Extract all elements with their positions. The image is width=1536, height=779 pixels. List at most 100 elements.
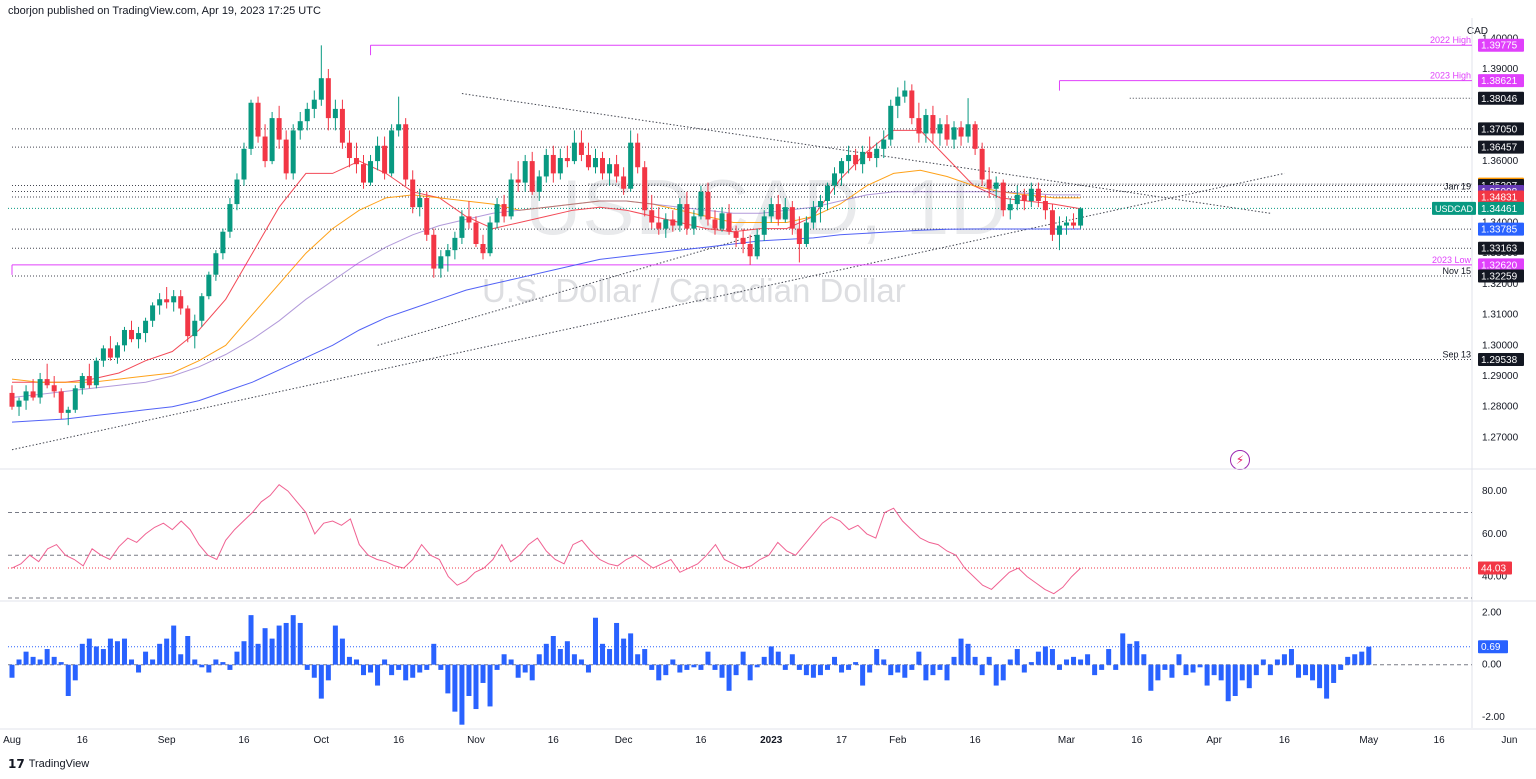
macd-bar <box>979 664 985 676</box>
price-tick-label: 1.29000 <box>1482 371 1519 382</box>
candle-body <box>403 124 409 180</box>
candle-body <box>262 136 268 162</box>
candle-body <box>283 139 289 174</box>
macd-bar <box>1225 664 1231 702</box>
candle-body <box>930 115 936 134</box>
macd-bar <box>846 664 852 670</box>
candle-body <box>888 105 894 140</box>
macd-bar <box>768 646 774 665</box>
candle-body <box>171 296 177 303</box>
macd-bar <box>1303 664 1309 676</box>
candle-body <box>93 360 99 386</box>
macd-bar <box>276 625 282 665</box>
candle-body <box>178 296 184 309</box>
candle-body <box>972 124 978 149</box>
macd-bar <box>438 664 444 670</box>
candle-body <box>220 231 226 254</box>
macd-bar <box>375 664 381 686</box>
candle-body <box>663 219 669 229</box>
candle-body <box>810 207 816 223</box>
candle-body <box>1007 204 1013 211</box>
candle-body <box>79 376 85 389</box>
candle-body <box>487 222 493 254</box>
macd-bar <box>635 654 641 665</box>
candle-body <box>796 228 802 244</box>
candle-body <box>881 139 887 149</box>
macd-bar <box>1085 654 1091 665</box>
macd-bar <box>452 664 458 712</box>
macd-bars-group <box>9 615 1372 725</box>
time-tick-label: 16 <box>970 735 982 746</box>
candle-body <box>86 376 92 386</box>
ema20-line <box>12 129 1081 383</box>
price-badge-label: 1.29538 <box>1481 355 1518 366</box>
time-tick-label: Apr <box>1206 735 1222 746</box>
macd-bar <box>1295 664 1301 678</box>
ema100-line <box>11 191 1081 398</box>
candle-body <box>417 197 423 208</box>
candle-body <box>691 216 697 229</box>
candle-body <box>452 237 458 251</box>
candle-body <box>614 164 620 177</box>
candle-body <box>789 207 795 229</box>
macd-bar <box>164 638 170 665</box>
candle-body <box>592 158 598 168</box>
publisher-header: cborjon published on TradingView.com, Ap… <box>8 5 321 17</box>
price-badge-label: 1.38621 <box>1481 76 1518 87</box>
candle-body <box>684 204 690 229</box>
macd-bar <box>1071 656 1077 665</box>
macd-bar <box>719 664 725 678</box>
candle-body <box>768 204 774 217</box>
macd-bar <box>1197 664 1203 668</box>
macd-bar <box>346 656 352 665</box>
candle-body <box>979 148 985 180</box>
macd-bar <box>1260 659 1266 665</box>
price-badge <box>1478 241 1524 255</box>
macd-bar <box>1366 646 1372 665</box>
candle-body <box>473 222 479 244</box>
macd-bar <box>761 656 767 665</box>
macd-bar <box>480 664 486 683</box>
candle-body <box>817 201 823 208</box>
macd-bar <box>726 664 732 691</box>
macd-bar <box>1359 651 1365 665</box>
macd-bar <box>508 659 514 665</box>
candle-body <box>494 204 500 223</box>
macd-bar <box>937 664 943 670</box>
macd-bar <box>213 659 219 665</box>
macd-bar <box>1035 651 1041 665</box>
candle-body <box>44 379 50 386</box>
price-tick-label: 1.31000 <box>1482 310 1519 321</box>
candle-body <box>642 167 648 211</box>
macd-bar <box>958 638 964 665</box>
candle-body <box>199 296 205 321</box>
price-badge <box>1478 38 1524 52</box>
footer-brand[interactable]: TradingView <box>28 758 90 770</box>
macd-bar <box>1267 664 1273 676</box>
price-badge <box>1478 74 1524 88</box>
macd-bar <box>445 664 451 694</box>
candle-body <box>37 379 43 398</box>
candle-body <box>923 115 929 134</box>
macd-bar <box>916 651 922 665</box>
candle-body <box>909 90 915 119</box>
macd-bar <box>543 643 549 665</box>
macd-bar <box>853 662 859 665</box>
macd-bar <box>951 656 957 665</box>
macd-bar <box>522 664 528 673</box>
macd-bar <box>810 664 816 678</box>
macd-bar <box>241 641 247 665</box>
macd-bar <box>550 636 556 665</box>
candle-body <box>100 348 106 361</box>
macd-bar <box>1000 664 1006 681</box>
price-badge-label: 1.33785 <box>1481 225 1518 236</box>
candle-body <box>136 333 142 340</box>
price-tick-label: 1.36000 <box>1482 156 1519 167</box>
candle-body <box>571 142 577 162</box>
candle-body <box>213 253 219 275</box>
time-tick-label: 16 <box>1434 735 1446 746</box>
macd-bar <box>143 651 149 665</box>
macd-bar <box>178 654 184 665</box>
price-tick-label: 1.30000 <box>1482 340 1519 351</box>
